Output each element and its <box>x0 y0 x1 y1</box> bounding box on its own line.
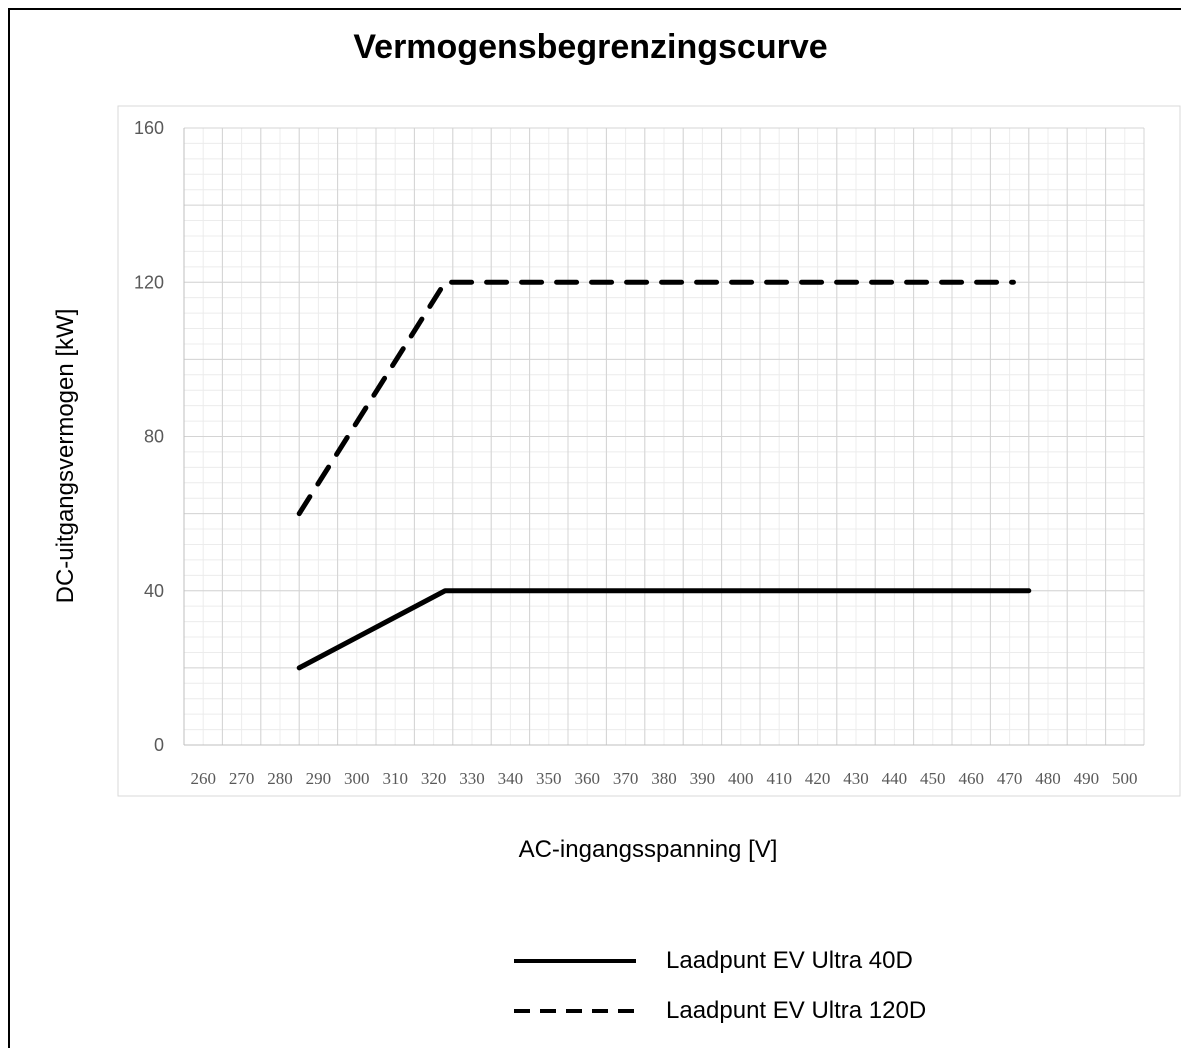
x-tick-label: 330 <box>459 769 485 788</box>
chart-title: Vermogensbegrenzingscurve <box>353 28 828 66</box>
x-tick-label: 480 <box>1035 769 1061 788</box>
series-lines <box>296 279 1032 671</box>
legend-swatch-solid <box>514 959 636 963</box>
x-tick-label: 420 <box>805 769 831 788</box>
x-tick-label: 290 <box>306 769 332 788</box>
legend-item-40d: Laadpunt EV Ultra 40D <box>514 946 913 976</box>
y-tick-labels: 0 40 80 120 160 <box>134 118 164 755</box>
x-tick-label: 320 <box>421 769 447 788</box>
x-tick-label: 350 <box>536 769 562 788</box>
x-tick-label: 270 <box>229 769 255 788</box>
x-axis-label: AC-ingangsspanning [V] <box>518 836 778 863</box>
chart-frame <box>8 8 1181 1048</box>
series-line-120d <box>296 279 1016 517</box>
x-tick-label: 430 <box>843 769 869 788</box>
plot-area-border <box>117 105 1181 797</box>
x-tick-label: 380 <box>651 769 677 788</box>
x-tick-label: 340 <box>498 769 524 788</box>
series-line-40d <box>296 588 1032 671</box>
x-tick-label: 500 <box>1112 769 1138 788</box>
legend-item-120d: Laadpunt EV Ultra 120D <box>514 996 926 1026</box>
y-tick-label: 0 <box>154 735 164 755</box>
major-gridlines <box>183 127 1145 746</box>
x-tick-label: 400 <box>728 769 754 788</box>
axes <box>183 128 1144 746</box>
x-tick-label: 410 <box>766 769 792 788</box>
y-tick-label: 40 <box>144 581 164 601</box>
x-tick-label: 300 <box>344 769 370 788</box>
x-tick-label: 280 <box>267 769 293 788</box>
x-tick-label: 490 <box>1074 769 1100 788</box>
legend-swatch-dashed <box>514 1009 636 1013</box>
x-tick-label: 370 <box>613 769 639 788</box>
x-tick-label: 440 <box>882 769 908 788</box>
x-tick-label: 460 <box>958 769 984 788</box>
y-tick-label: 120 <box>134 272 164 292</box>
legend-label: Laadpunt EV Ultra 40D <box>666 947 913 974</box>
x-tick-label: 360 <box>574 769 600 788</box>
y-tick-label: 160 <box>134 118 164 138</box>
x-tick-label: 310 <box>382 769 408 788</box>
x-tick-label: 260 <box>190 769 216 788</box>
x-tick-label: 390 <box>690 769 716 788</box>
x-tick-label: 470 <box>997 769 1023 788</box>
legend-label: Laadpunt EV Ultra 120D <box>666 997 927 1024</box>
x-tick-label: 450 <box>920 769 946 788</box>
y-axis-label: DC-uitgangsvermogen [kW] <box>52 308 79 604</box>
y-tick-label: 80 <box>144 427 164 447</box>
x-tick-labels: 260 270 280 290 300 310 320 330 340 350 360 370 380 3… <box>190 769 1137 788</box>
